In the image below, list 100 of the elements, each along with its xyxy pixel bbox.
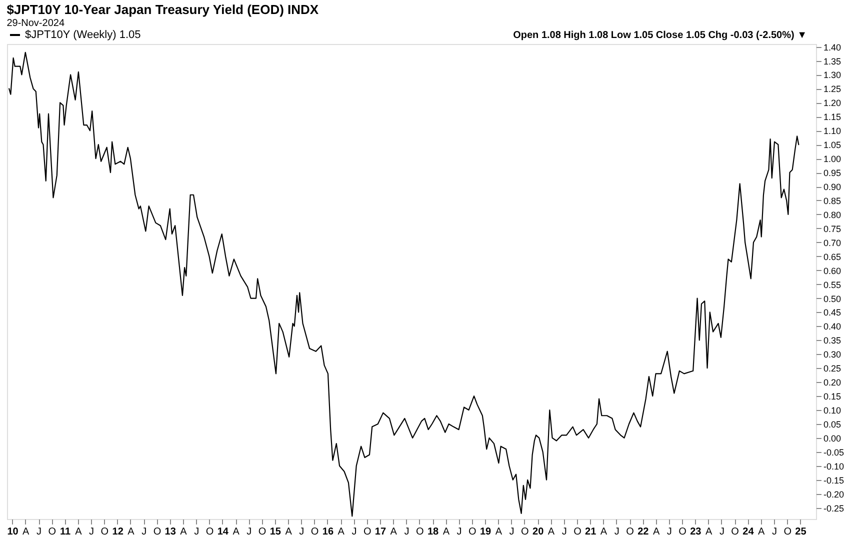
x-tick-label: 20 bbox=[532, 526, 544, 538]
x-tick-label: J bbox=[562, 526, 567, 538]
y-tick-label: 0.95 bbox=[824, 168, 842, 178]
y-tick-label: 1.10 bbox=[824, 126, 842, 136]
x-tick-label: 13 bbox=[164, 526, 176, 538]
chart-subtitle: 29-Nov-2024 bbox=[6, 18, 65, 29]
x-tick-label: 12 bbox=[112, 526, 124, 538]
y-tick-label: 1.30 bbox=[824, 70, 842, 80]
x-tick-label: 21 bbox=[585, 526, 597, 538]
x-tick-label: A bbox=[75, 526, 82, 538]
x-tick-label: A bbox=[652, 526, 660, 538]
y-tick-label: 0.85 bbox=[824, 196, 842, 206]
x-tick-label: J bbox=[89, 526, 94, 538]
x-tick-label: A bbox=[495, 526, 502, 538]
x-tick-label: 10 bbox=[7, 526, 19, 538]
x-tick-label: O bbox=[784, 526, 792, 538]
y-tick-label: 0.90 bbox=[824, 182, 842, 192]
x-tick-label: A bbox=[22, 526, 30, 538]
x-tick-label: 23 bbox=[690, 526, 702, 538]
y-tick-label: 0.50 bbox=[824, 294, 842, 304]
x-tick-label: J bbox=[404, 526, 410, 538]
y-tick-label: 0.40 bbox=[824, 322, 842, 332]
y-tick-label: 0.15 bbox=[824, 392, 842, 402]
y-tick-label: 1.35 bbox=[824, 56, 842, 66]
x-tick-label: J bbox=[352, 526, 357, 538]
y-tick-label: 1.20 bbox=[824, 98, 842, 108]
x-tick-label: J bbox=[194, 526, 200, 538]
y-tick-label: 0.75 bbox=[824, 224, 842, 234]
x-tick-label: A bbox=[390, 526, 398, 538]
x-tick-label: J bbox=[246, 526, 252, 538]
x-tick-label: A bbox=[705, 526, 712, 538]
legend-label: $JPT10Y (Weekly) 1.05 bbox=[25, 29, 141, 41]
y-tick-label: 0.60 bbox=[824, 266, 842, 276]
x-tick-label: J bbox=[666, 526, 672, 538]
x-tick-label: O bbox=[678, 526, 687, 538]
x-tick-label: J bbox=[142, 526, 147, 538]
y-tick-label: 1.00 bbox=[824, 154, 842, 164]
x-tick-label: O bbox=[626, 526, 634, 538]
y-tick-label: -0.15 bbox=[824, 475, 844, 486]
x-tick-label: J bbox=[772, 526, 777, 538]
y-tick-label: 0.65 bbox=[824, 252, 842, 262]
x-tick-label: 14 bbox=[217, 526, 229, 538]
x-tick-label: O bbox=[48, 526, 56, 538]
x-tick-label: J bbox=[719, 526, 724, 538]
x-tick-label: 15 bbox=[270, 526, 282, 538]
x-tick-label: 25 bbox=[795, 526, 807, 538]
x-tick-label: A bbox=[758, 526, 766, 538]
x-tick-label: A bbox=[232, 526, 240, 538]
y-tick-label: -0.10 bbox=[824, 461, 844, 472]
x-tick-label: A bbox=[338, 526, 345, 538]
x-tick-label: 11 bbox=[60, 526, 72, 538]
x-tick-label: O bbox=[310, 526, 319, 538]
x-tick-label: O bbox=[153, 526, 162, 538]
x-tick-label: J bbox=[614, 526, 620, 538]
y-tick-label: 1.40 bbox=[824, 42, 842, 52]
x-tick-label: O bbox=[100, 526, 109, 538]
y-tick-label: 0.30 bbox=[824, 350, 842, 360]
x-tick-label: O bbox=[521, 526, 530, 538]
y-tick-label: 0.20 bbox=[824, 378, 842, 388]
y-tick-label: -0.20 bbox=[824, 489, 844, 500]
y-tick-label: -0.25 bbox=[824, 503, 844, 514]
y-tick-label: 0.45 bbox=[824, 308, 842, 318]
y-tick-label: 0.80 bbox=[824, 210, 842, 220]
text: Open 1.08 High 1.08 Low 1.05 Close 1.05 Chg -0.03 (-2.50%) ▼ bbox=[513, 30, 807, 41]
x-tick-label: A bbox=[442, 526, 450, 538]
x-tick-label: J bbox=[456, 526, 462, 538]
y-tick-label: 0.35 bbox=[824, 336, 842, 346]
chart-title: $JPT10Y 10-Year Japan Treasury Yield (EOD) INDX bbox=[6, 2, 319, 17]
x-tick-label: O bbox=[468, 526, 477, 538]
x-tick-label: O bbox=[258, 526, 266, 538]
x-tick-label: J bbox=[36, 526, 42, 538]
x-tick-label: A bbox=[128, 526, 135, 538]
x-tick-label: A bbox=[180, 526, 188, 538]
x-tick-label: 24 bbox=[742, 526, 754, 538]
y-tick-label: 0.05 bbox=[824, 420, 842, 430]
y-tick-label: 1.15 bbox=[824, 112, 842, 122]
y-tick-label: 0.10 bbox=[824, 406, 842, 416]
x-tick-label: A bbox=[548, 526, 555, 538]
x-tick-label: O bbox=[574, 526, 582, 538]
y-tick-label: 0.55 bbox=[824, 280, 842, 290]
y-tick-label: 1.05 bbox=[824, 140, 842, 150]
line-series bbox=[8, 52, 800, 517]
x-tick-label: A bbox=[285, 526, 292, 538]
x-tick-label: 22 bbox=[638, 526, 650, 538]
y-tick-label: -0.05 bbox=[824, 447, 844, 458]
y-tick-label: 0.00 bbox=[824, 433, 842, 444]
x-tick-label: J bbox=[509, 526, 514, 538]
x-tick-label: 19 bbox=[480, 526, 492, 538]
y-tick-label: 1.25 bbox=[824, 84, 842, 94]
x-tick-label: 16 bbox=[322, 526, 334, 538]
x-tick-label: J bbox=[299, 526, 304, 538]
x-tick-label: O bbox=[416, 526, 424, 538]
y-tick-label: 0.25 bbox=[824, 364, 842, 374]
x-tick-label: O bbox=[363, 526, 372, 538]
x-tick-label: 17 bbox=[374, 526, 386, 538]
y-tick-label: 0.70 bbox=[824, 238, 842, 248]
x-tick-label: O bbox=[731, 526, 740, 538]
x-tick-label: 18 bbox=[427, 526, 440, 538]
x-tick-label: O bbox=[206, 526, 214, 538]
x-tick-label: A bbox=[600, 526, 608, 538]
